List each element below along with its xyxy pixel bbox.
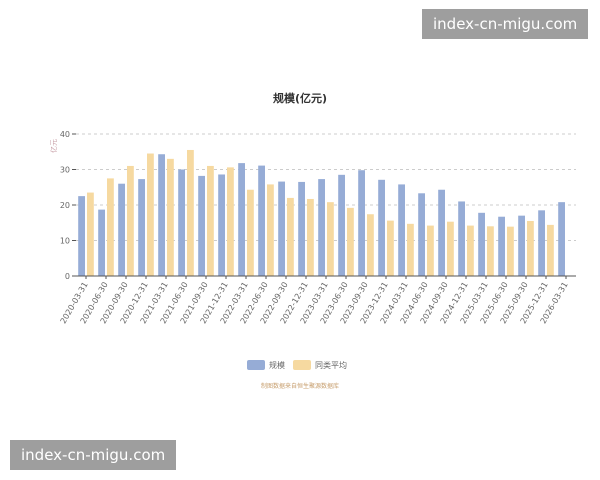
legend-label[interactable]: 规模 xyxy=(269,360,285,370)
bar-peer-average xyxy=(247,189,254,276)
bar-peer-average xyxy=(287,197,294,276)
bar-scale xyxy=(198,175,205,276)
y-tick-label: 30 xyxy=(60,166,70,175)
bar-peer-average xyxy=(387,220,394,276)
bar-peer-average xyxy=(407,223,414,276)
y-axis-ticks: 0 10 20 30 40 xyxy=(60,130,76,281)
bar-scale xyxy=(298,181,305,276)
bar-scale xyxy=(418,193,425,276)
bar-scale xyxy=(538,210,545,276)
bar-peer-average xyxy=(527,220,534,276)
bar-scale xyxy=(318,179,325,276)
y-tick-label: 10 xyxy=(60,237,70,246)
y-tick-label: 0 xyxy=(65,272,70,281)
bar-scale xyxy=(458,201,465,276)
legend-swatch[interactable] xyxy=(247,360,265,370)
source-note: 制图数据来自恒生聚源数据库 xyxy=(261,382,339,390)
bar-scale xyxy=(158,154,165,276)
bar-peer-average xyxy=(427,225,434,276)
bar-peer-average xyxy=(487,226,494,276)
bar-peer-average xyxy=(167,158,174,276)
bar-peer-average xyxy=(207,165,214,276)
bars-group xyxy=(78,149,565,276)
bar-scale xyxy=(258,165,265,276)
bar-scale xyxy=(138,179,145,276)
y-axis-label: 亿元 xyxy=(49,139,58,153)
bar-scale xyxy=(78,196,85,276)
watermark-top: index-cn-migu.com xyxy=(422,9,589,39)
bar-scale xyxy=(338,174,345,276)
bar-scale xyxy=(178,169,185,276)
bar-scale xyxy=(398,184,405,276)
bar-peer-average xyxy=(547,224,554,276)
bar-peer-average xyxy=(367,214,374,276)
bar-scale xyxy=(98,209,105,276)
bar-peer-average xyxy=(187,149,194,276)
bar-scale xyxy=(518,215,525,276)
bar-peer-average xyxy=(467,225,474,276)
bar-scale xyxy=(358,170,365,276)
bar-peer-average xyxy=(127,165,134,276)
bar-peer-average xyxy=(267,184,274,276)
y-tick-label: 20 xyxy=(60,201,70,210)
y-tick-label: 40 xyxy=(60,130,70,139)
bar-scale xyxy=(438,189,445,276)
bar-peer-average xyxy=(87,192,94,276)
bar-peer-average xyxy=(227,167,234,276)
legend-label[interactable]: 同类平均 xyxy=(315,360,347,370)
legend-swatch[interactable] xyxy=(293,360,311,370)
bar-scale xyxy=(218,174,225,276)
bar-scale xyxy=(238,163,245,276)
bar-peer-average xyxy=(307,198,314,276)
x-axis-ticks: 2020-03-312020-06-302020-09-302020-12-31… xyxy=(59,276,570,325)
bar-peer-average xyxy=(147,153,154,276)
legend[interactable]: 规模 同类平均 xyxy=(247,360,347,370)
bar-peer-average xyxy=(507,226,514,276)
bar-peer-average xyxy=(447,221,454,276)
bar-peer-average xyxy=(107,178,114,276)
bar-scale xyxy=(478,212,485,276)
bar-scale xyxy=(118,183,125,276)
bar-scale xyxy=(278,181,285,276)
bar-scale xyxy=(558,202,565,276)
watermark-bottom: index-cn-migu.com xyxy=(10,440,177,470)
chart-title: 规模(亿元) xyxy=(273,91,327,105)
bar-scale xyxy=(498,216,505,276)
bar-peer-average xyxy=(347,207,354,276)
bar-peer-average xyxy=(327,202,334,276)
bar-scale xyxy=(378,179,385,276)
